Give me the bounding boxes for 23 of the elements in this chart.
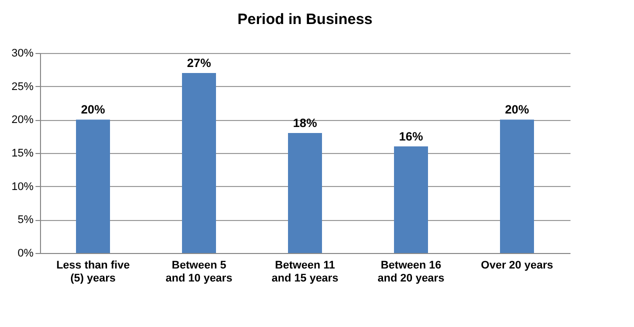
x-tick-label: Between 11 and 15 years [272,260,338,284]
data-label: 16% [398,129,424,144]
y-tick-label: 0% [18,248,34,260]
x-tick-label: Over 20 years [480,260,554,272]
y-tick-label: 30% [11,48,34,60]
x-tick-label: Between 5 and 10 years [166,260,232,284]
y-tick-label: 25% [11,80,34,93]
data-label: 20% [80,102,106,117]
bar [288,133,322,253]
bar [182,73,216,253]
data-label: 20% [504,102,530,117]
y-tick-label: 10% [11,180,34,193]
bar [76,120,110,253]
data-label: 27% [186,56,212,70]
y-tick-label: 20% [11,114,34,126]
y-tick-label: 15% [11,148,34,160]
x-tick-label: Less than five (5) years [56,260,130,284]
bar [394,146,428,253]
chart-title: Period in Business [237,11,373,28]
y-tick-label: 5% [18,214,34,226]
data-label: 18% [292,116,318,130]
x-tick-label: Between 16 and 20 years [378,260,444,284]
bar [500,120,534,253]
